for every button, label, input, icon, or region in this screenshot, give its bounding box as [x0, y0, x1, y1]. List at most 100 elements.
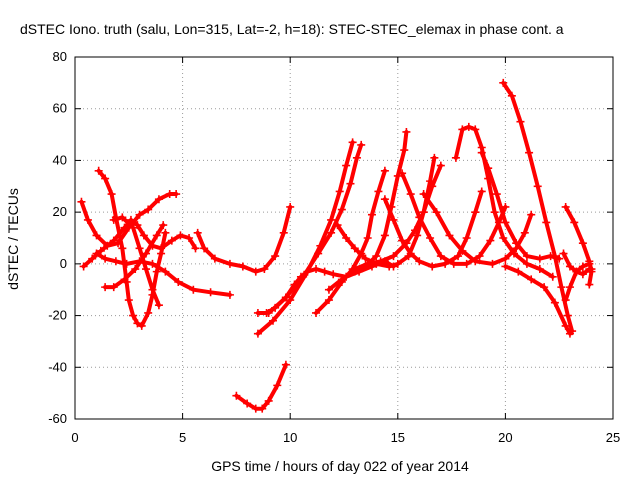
data-point-marker [357, 140, 366, 149]
data-point-marker [191, 244, 200, 253]
data-point-marker [159, 221, 168, 230]
data-point-marker [133, 221, 142, 230]
data-point-marker [172, 190, 181, 199]
data-point-marker [475, 252, 484, 261]
data-point-marker [131, 265, 140, 274]
data-point-marker [376, 257, 385, 266]
data-point-marker [565, 329, 574, 338]
data-point-marker [522, 259, 531, 268]
data-point-marker [152, 231, 161, 240]
data-point-marker [471, 257, 480, 266]
data-point-marker [385, 262, 394, 271]
series-layer [77, 78, 596, 413]
data-point-marker [279, 228, 288, 237]
data-point-marker [501, 254, 510, 263]
data-point-marker [253, 329, 262, 338]
data-point-marker [471, 125, 480, 134]
data-point-marker [154, 301, 163, 310]
data-point-marker [572, 267, 581, 276]
data-point-marker [111, 257, 120, 266]
data-point-marker [337, 205, 346, 214]
data-point-marker [380, 231, 389, 240]
data-point-marker [193, 228, 202, 237]
data-point-marker [393, 171, 402, 180]
series-track-17 [421, 192, 534, 266]
data-point-marker [492, 190, 501, 199]
data-point-marker [260, 265, 269, 274]
data-point-marker [271, 252, 280, 261]
data-point-marker [559, 249, 568, 258]
data-point-marker [206, 288, 215, 297]
data-point-marker [445, 231, 454, 240]
data-point-marker [380, 195, 389, 204]
data-point-marker [148, 259, 157, 268]
data-point-marker [458, 125, 467, 134]
data-point-marker [253, 308, 262, 317]
data-point-marker [154, 195, 163, 204]
data-point-marker [533, 182, 542, 191]
x-tick-label: 5 [179, 430, 186, 445]
data-point-marker [133, 319, 142, 328]
data-point-marker [413, 231, 422, 240]
data-point-marker [286, 296, 295, 305]
data-point-marker [557, 283, 566, 292]
data-point-marker [512, 239, 521, 248]
data-point-marker [126, 215, 135, 224]
data-point-marker [92, 231, 101, 240]
data-point-marker [118, 213, 127, 222]
data-point-marker [264, 308, 273, 317]
data-point-marker [389, 252, 398, 261]
data-point-marker [333, 221, 342, 230]
data-point-marker [441, 259, 450, 268]
y-tick-label: -60 [48, 411, 67, 426]
data-point-marker [454, 252, 463, 261]
data-point-marker [312, 308, 321, 317]
data-point-marker [83, 215, 92, 224]
data-point-marker [525, 148, 534, 157]
data-point-marker [314, 249, 323, 258]
data-point-marker [520, 228, 529, 237]
y-axis-label: dSTEC / TECUs [5, 188, 21, 290]
data-point-marker [167, 236, 176, 245]
data-point-marker [363, 259, 372, 268]
data-point-marker [432, 208, 441, 217]
data-point-marker [337, 275, 346, 284]
data-point-marker [350, 265, 359, 274]
data-point-marker [527, 275, 536, 284]
data-point-marker [286, 202, 295, 211]
data-point-marker [380, 166, 389, 175]
y-tick-label: 80 [53, 49, 67, 64]
data-point-marker [101, 283, 110, 292]
data-point-marker [561, 296, 570, 305]
data-point-marker [88, 254, 97, 263]
data-point-marker [232, 391, 241, 400]
data-point-marker [428, 182, 437, 191]
data-point-marker [320, 267, 329, 276]
data-point-marker [327, 228, 336, 237]
data-point-marker [436, 161, 445, 170]
data-point-marker [367, 210, 376, 219]
data-point-marker [501, 262, 510, 271]
data-point-marker [490, 208, 499, 217]
series-track-12 [326, 130, 409, 292]
data-point-marker [535, 254, 544, 263]
data-point-marker [430, 153, 439, 162]
x-axis-label: GPS time / hours of day 022 of year 2014 [211, 458, 469, 474]
y-tick-label: 40 [53, 152, 67, 167]
data-point-marker [510, 249, 519, 258]
data-point-marker [109, 215, 118, 224]
series-track-10 [266, 142, 364, 315]
data-point-marker [458, 246, 467, 255]
data-point-marker [361, 254, 370, 263]
data-point-marker [135, 244, 144, 253]
data-point-marker [398, 236, 407, 245]
data-point-marker [507, 91, 516, 100]
data-point-marker [471, 208, 480, 217]
data-point-marker [550, 252, 559, 261]
data-point-marker [585, 280, 594, 289]
data-point-marker [264, 396, 273, 405]
data-point-marker [363, 234, 372, 242]
data-point-marker [389, 215, 398, 224]
data-point-marker [327, 215, 336, 224]
data-point-marker [527, 210, 536, 219]
